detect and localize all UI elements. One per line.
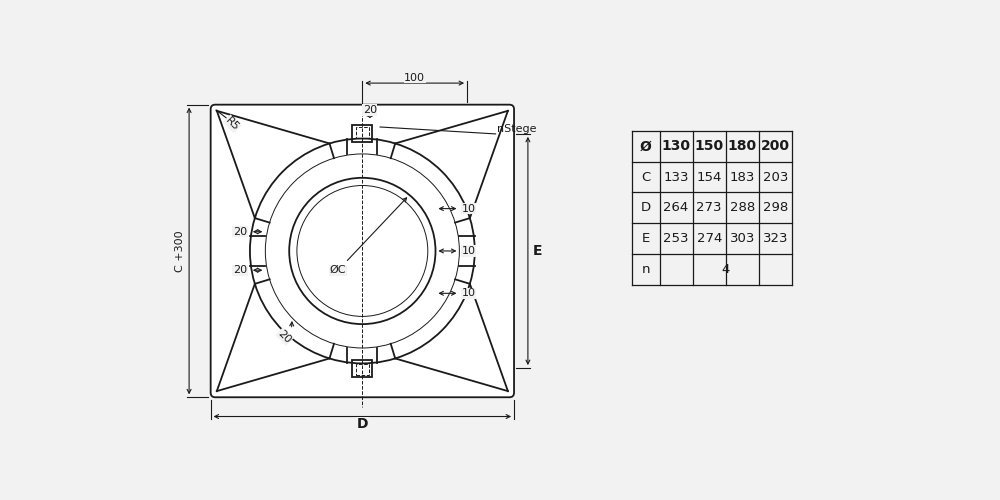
Bar	[356, 364, 369, 375]
Text: 273: 273	[696, 202, 722, 214]
Text: 20: 20	[276, 328, 293, 345]
Text: 200: 200	[761, 139, 790, 153]
Text: E: E	[642, 232, 650, 245]
Text: D: D	[641, 202, 651, 214]
Text: 303: 303	[730, 232, 755, 245]
Text: 20: 20	[363, 105, 377, 115]
Text: 274: 274	[697, 232, 722, 245]
Text: 100: 100	[404, 72, 425, 83]
Bar	[356, 127, 369, 138]
Text: 154: 154	[697, 170, 722, 183]
Bar	[352, 124, 372, 142]
Text: nStege: nStege	[497, 124, 537, 134]
Text: C: C	[641, 170, 650, 183]
Bar	[352, 360, 372, 377]
Text: 323: 323	[763, 232, 788, 245]
Text: 253: 253	[663, 232, 689, 245]
Text: 150: 150	[695, 139, 724, 153]
Text: 20: 20	[233, 265, 247, 275]
Text: 180: 180	[728, 139, 757, 153]
Text: 10: 10	[462, 204, 476, 214]
Text: 4: 4	[722, 263, 730, 276]
Text: 10: 10	[462, 288, 476, 298]
Text: ØC: ØC	[329, 265, 346, 275]
Text: 298: 298	[763, 202, 788, 214]
Text: E: E	[532, 244, 542, 258]
Text: n: n	[641, 263, 650, 276]
Text: 133: 133	[663, 170, 689, 183]
Text: D: D	[357, 417, 368, 431]
Text: 288: 288	[730, 202, 755, 214]
Text: Ø: Ø	[640, 139, 652, 153]
Text: 130: 130	[662, 139, 691, 153]
Text: 20: 20	[233, 226, 247, 236]
Text: 203: 203	[763, 170, 788, 183]
Text: C +300: C +300	[175, 230, 185, 272]
FancyBboxPatch shape	[211, 104, 514, 398]
Text: 10: 10	[462, 246, 476, 256]
Text: R5: R5	[223, 115, 241, 132]
Text: 183: 183	[730, 170, 755, 183]
Text: 264: 264	[664, 202, 689, 214]
